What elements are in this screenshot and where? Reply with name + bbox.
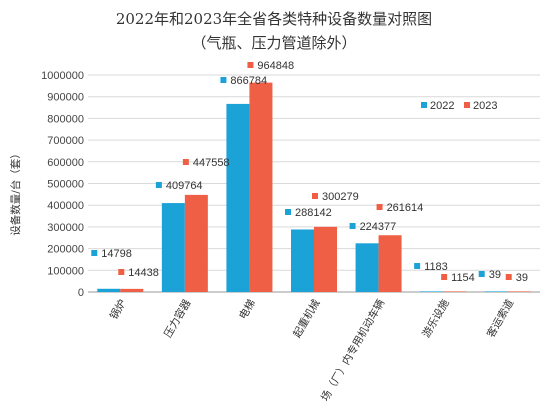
bar-2023-5 — [443, 291, 467, 292]
bar-2022-3 — [291, 229, 314, 292]
data-label-2022-4: 224377 — [360, 221, 397, 233]
data-label-marker — [285, 209, 291, 215]
bar-2022-0 — [97, 288, 121, 292]
category-label: 压力容器 — [161, 297, 194, 340]
data-label-marker — [118, 269, 125, 275]
data-label-marker — [182, 159, 189, 165]
data-label-2023-0: 14438 — [128, 267, 159, 279]
data-label-2023-4: 261614 — [387, 202, 424, 214]
bars — [97, 82, 531, 293]
bar-2023-1 — [184, 194, 208, 292]
category-label: 电梯 — [236, 297, 258, 322]
y-axis-label: 设备数量/台（套） — [9, 148, 22, 236]
data-label-2022-6: 39 — [489, 269, 501, 281]
data-label-2022-2: 866784 — [230, 75, 267, 87]
data-label-marker — [155, 182, 162, 188]
data-label-marker — [414, 263, 421, 269]
data-label-2022-0: 14798 — [101, 248, 132, 260]
bar-2023-2 — [249, 82, 273, 292]
data-label-2023-2: 964848 — [257, 60, 294, 72]
data-label-2022-3: 288142 — [295, 207, 332, 219]
bar-2023-3 — [314, 226, 337, 292]
y-tick-label: 900000 — [47, 92, 84, 104]
bar-2022-4 — [355, 243, 379, 292]
bar-2022-5 — [420, 291, 444, 292]
bar-2023-6 — [507, 291, 531, 292]
data-label-marker — [505, 274, 512, 280]
data-label-2023-1: 447558 — [193, 157, 230, 169]
y-tick-label: 400000 — [47, 200, 84, 212]
legend: 2022 2023 — [421, 100, 497, 112]
y-tick-label: 300000 — [47, 222, 84, 234]
y-tick-label: 600000 — [47, 157, 84, 169]
category-label: 场（厂）内专用机动车辆 — [318, 297, 387, 404]
legend-label: 2022 — [430, 100, 454, 112]
bar-2022-1 — [161, 203, 185, 292]
category-label: 起重机械 — [290, 297, 323, 340]
legend-swatch — [464, 102, 470, 108]
y-tick-label: 800000 — [47, 113, 84, 125]
data-label-2023-3: 300279 — [322, 191, 359, 203]
data-labels: 14798 14438 409764 447558 866784 964848 288142… — [91, 60, 528, 284]
bar-2022-6 — [484, 291, 508, 292]
data-label-marker — [478, 271, 485, 277]
legend-label: 2023 — [473, 100, 497, 112]
y-tick-label: 200000 — [47, 244, 84, 256]
data-label-marker — [312, 193, 318, 199]
data-label-marker — [91, 250, 98, 256]
category-label: 锅炉 — [108, 298, 129, 322]
data-label-marker — [247, 62, 254, 68]
category-label: 客运索道 — [484, 297, 517, 340]
chart-subtitle: （气瓶、压力管道除外） — [191, 34, 356, 52]
legend-swatch — [421, 102, 427, 108]
category-label: 游乐设施 — [419, 297, 452, 340]
data-label-marker — [441, 274, 448, 280]
chart-title: 2022年和2023年全省各类特种设备数量对照图 — [116, 10, 432, 28]
bar-2023-0 — [120, 288, 144, 292]
y-axis-ticks: 0 100000 200000 300000 400000 500000 600000 700… — [41, 70, 84, 299]
data-label-2022-5: 1183 — [424, 261, 448, 273]
bar-2023-4 — [378, 235, 402, 292]
y-tick-label: 500000 — [47, 179, 84, 191]
y-tick-label: 100000 — [47, 265, 84, 277]
data-label-2023-6: 39 — [516, 272, 528, 284]
bar-2022-2 — [226, 103, 250, 293]
y-tick-label: 0 — [78, 287, 84, 299]
y-tick-label: 1000000 — [41, 70, 84, 82]
data-label-2022-1: 409764 — [166, 180, 203, 192]
data-label-2023-5: 1154 — [451, 272, 475, 284]
data-label-marker — [349, 223, 356, 229]
y-tick-label: 700000 — [47, 135, 84, 147]
data-label-marker — [376, 204, 383, 210]
data-label-marker — [220, 77, 227, 83]
